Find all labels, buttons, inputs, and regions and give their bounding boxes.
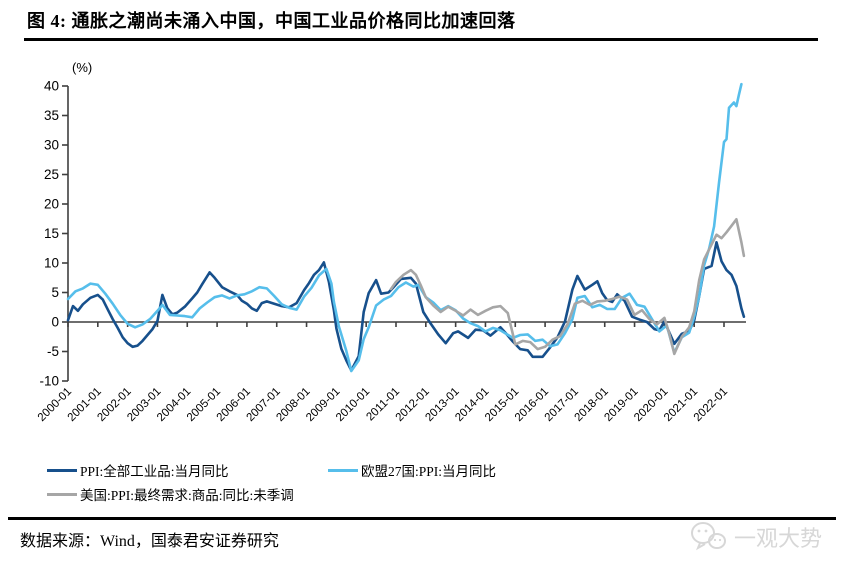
y-axis-tick-label: 40	[44, 79, 59, 94]
us-ppi-line-swatch	[47, 492, 77, 496]
y-axis-tick-label: 20	[44, 197, 59, 212]
legend-label: PPI:全部工业品:当月同比	[80, 464, 229, 479]
series-line-2	[389, 218, 746, 356]
legend-item-us-ppi: 美国:PPI:最终需求:商品:同比:未季调	[47, 484, 294, 504]
footer-divider	[8, 517, 836, 520]
y-axis-tick-label: 0	[51, 315, 59, 330]
y-axis-tick-label: 30	[44, 138, 59, 153]
y-axis-unit-label: (%)	[72, 60, 93, 75]
wechat-icon	[691, 522, 726, 551]
watermark-text: 一观大势	[734, 526, 823, 551]
legend-item-eu-ppi: 欧盟27国:PPI:当月同比	[328, 460, 496, 480]
page-title: 图 4: 通胀之潮尚未涌入中国，中国工业品价格同比加速回落	[27, 11, 516, 31]
legend-label: 美国:PPI:最终需求:商品:同比:未季调	[80, 488, 294, 503]
y-axis-tick-label: -5	[47, 344, 59, 359]
watermark: 一观大势	[688, 521, 822, 553]
y-axis-tick-label: -10	[39, 374, 59, 389]
legend-label: 欧盟27国:PPI:当月同比	[361, 464, 497, 479]
y-axis-tick-label: 15	[44, 226, 59, 241]
series-line-0	[66, 241, 746, 372]
series-line-1	[66, 82, 743, 373]
china-ppi-line-swatch	[47, 468, 77, 472]
title-divider	[24, 38, 818, 41]
eu-ppi-line-swatch	[328, 468, 358, 472]
y-axis-tick-label: 25	[44, 167, 59, 182]
y-axis-tick-label: 10	[44, 256, 59, 271]
data-source: 数据来源：Wind，国泰君安证券研究	[20, 533, 279, 550]
y-axis-tick-label: 5	[51, 285, 59, 300]
legend-item-china-ppi: PPI:全部工业品:当月同比	[47, 460, 229, 480]
y-axis-tick-label: 35	[44, 108, 59, 123]
